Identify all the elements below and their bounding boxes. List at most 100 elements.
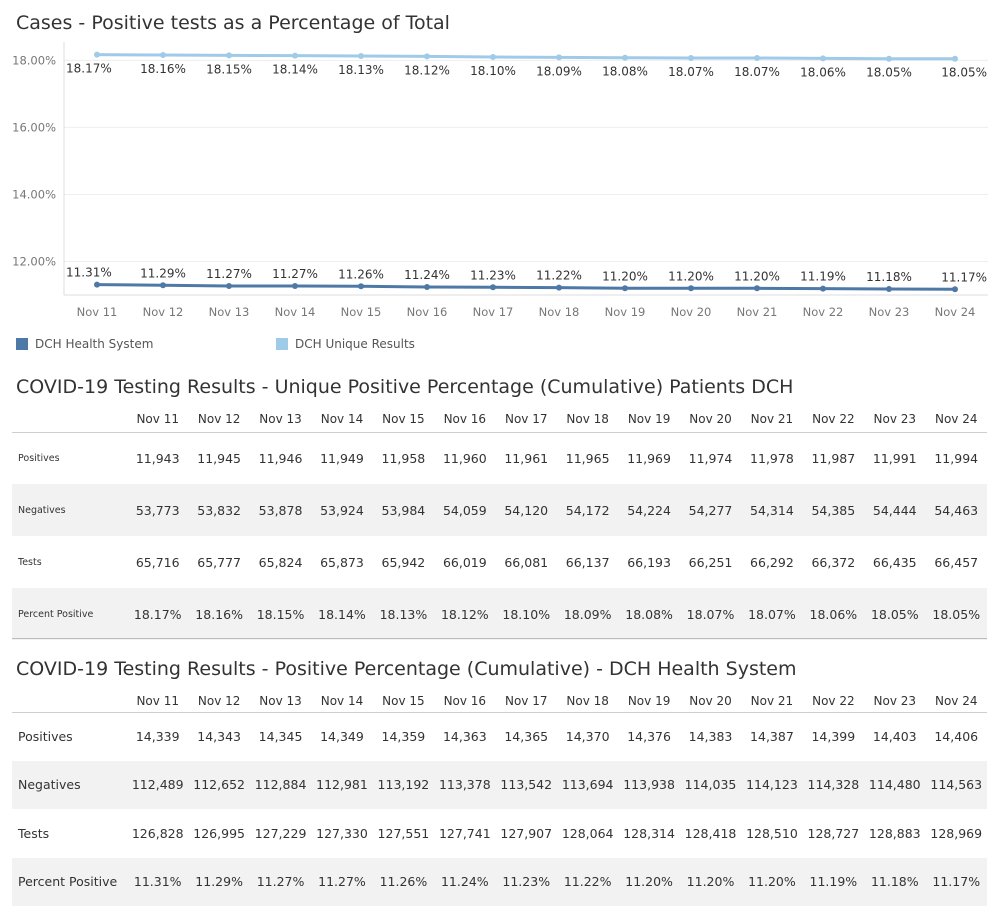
table-cell: 127,551 xyxy=(373,809,434,858)
table-cell: 128,064 xyxy=(557,809,618,858)
table-cell: 114,328 xyxy=(803,761,864,810)
table-cell: 54,385 xyxy=(803,484,864,536)
table2-title: COVID-19 Testing Results - Positive Perc… xyxy=(16,658,796,680)
table-cell: 18.05% xyxy=(864,588,925,640)
table-corner xyxy=(12,690,127,712)
column-header: Nov 13 xyxy=(250,690,311,712)
table-cell: 18.06% xyxy=(803,588,864,640)
data-label: 11.24% xyxy=(404,268,450,282)
legend-item-health-system[interactable]: DCH Health System xyxy=(16,337,153,351)
data-label: 18.17% xyxy=(66,62,112,76)
table-cell: 14,359 xyxy=(373,712,434,761)
data-point xyxy=(952,56,958,62)
table-cell: 112,884 xyxy=(250,761,311,810)
table-cell: 128,883 xyxy=(864,809,925,858)
table-cell: 18.16% xyxy=(188,588,249,640)
table-cell: 14,399 xyxy=(803,712,864,761)
data-label: 18.07% xyxy=(734,65,780,79)
table-cell: 66,193 xyxy=(618,536,679,588)
x-tick-label: Nov 14 xyxy=(275,305,316,319)
legend-item-unique-results[interactable]: DCH Unique Results xyxy=(276,337,415,351)
data-label: 18.10% xyxy=(470,64,516,78)
column-header: Nov 24 xyxy=(925,690,987,712)
data-label: 18.06% xyxy=(800,65,846,79)
data-label: 11.27% xyxy=(272,267,318,281)
table-cell: 18.14% xyxy=(311,588,372,640)
column-header: Nov 20 xyxy=(680,407,741,432)
data-label: 11.17% xyxy=(941,270,987,284)
table-cell: 14,349 xyxy=(311,712,372,761)
table-cell: 11,946 xyxy=(250,432,311,484)
data-label: 11.19% xyxy=(800,270,846,284)
table-cell: 11,969 xyxy=(618,432,679,484)
data-point xyxy=(490,284,496,290)
table-cell: 112,652 xyxy=(188,761,249,810)
table-cell: 113,542 xyxy=(496,761,557,810)
table-cell: 53,984 xyxy=(373,484,434,536)
data-point xyxy=(226,283,232,289)
column-header: Nov 19 xyxy=(618,407,679,432)
table-cell: 11.20% xyxy=(741,858,802,906)
table-cell: 114,123 xyxy=(741,761,802,810)
data-point xyxy=(424,53,430,59)
column-header: Nov 17 xyxy=(496,407,557,432)
table-cell: 18.13% xyxy=(373,588,434,640)
table-cell: 18.12% xyxy=(434,588,495,640)
data-point xyxy=(556,54,562,60)
row-label: Positives xyxy=(12,712,127,761)
data-point xyxy=(226,52,232,58)
table-cell: 114,563 xyxy=(925,761,987,810)
x-tick-label: Nov 21 xyxy=(737,305,778,319)
table-cell: 11,974 xyxy=(680,432,741,484)
data-label: 11.29% xyxy=(140,266,186,280)
row-label: Percent Positive xyxy=(12,588,127,640)
row-label: Positives xyxy=(12,432,127,484)
data-point xyxy=(160,52,166,58)
table-divider xyxy=(12,638,987,639)
data-point xyxy=(556,285,562,291)
data-label: 18.14% xyxy=(272,63,318,77)
row-label: Negatives xyxy=(12,484,127,536)
table-cell: 11,987 xyxy=(803,432,864,484)
table-cell: 11,991 xyxy=(864,432,925,484)
table-cell: 11.22% xyxy=(557,858,618,906)
table-cell: 53,832 xyxy=(188,484,249,536)
data-label: 18.05% xyxy=(941,66,987,80)
table-cell: 18.09% xyxy=(557,588,618,640)
table-cell: 112,981 xyxy=(311,761,372,810)
data-label: 11.27% xyxy=(206,267,252,281)
table-cell: 65,777 xyxy=(188,536,249,588)
table-cell: 11.23% xyxy=(496,858,557,906)
table-cell: 14,370 xyxy=(557,712,618,761)
data-label: 11.20% xyxy=(602,269,648,283)
table-cell: 113,694 xyxy=(557,761,618,810)
data-point xyxy=(886,56,892,62)
y-tick-label: 16.00% xyxy=(12,120,56,134)
table-cell: 66,251 xyxy=(680,536,741,588)
table-cell: 11.24% xyxy=(434,858,495,906)
data-point xyxy=(94,52,100,58)
data-label: 11.23% xyxy=(470,268,516,282)
table-cell: 18.10% xyxy=(496,588,557,640)
data-label: 18.12% xyxy=(404,63,450,77)
table-cell: 11,943 xyxy=(127,432,188,484)
table-cell: 66,292 xyxy=(741,536,802,588)
column-header: Nov 22 xyxy=(803,690,864,712)
x-tick-label: Nov 24 xyxy=(935,305,976,319)
table-cell: 11.20% xyxy=(680,858,741,906)
data-point xyxy=(358,283,364,289)
table-cell: 54,059 xyxy=(434,484,495,536)
table-cell: 54,224 xyxy=(618,484,679,536)
x-tick-label: Nov 17 xyxy=(473,305,514,319)
series-line xyxy=(97,285,955,290)
table-cell: 65,716 xyxy=(127,536,188,588)
column-header: Nov 14 xyxy=(311,690,372,712)
table-cell: 54,463 xyxy=(925,484,987,536)
column-header: Nov 16 xyxy=(434,690,495,712)
data-point xyxy=(490,54,496,60)
data-point xyxy=(820,286,826,292)
series-line xyxy=(97,55,955,59)
